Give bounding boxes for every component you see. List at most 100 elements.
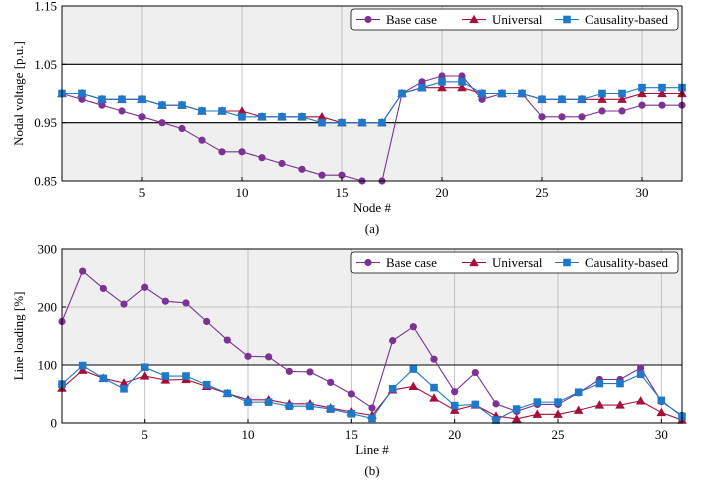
data-point xyxy=(388,384,397,393)
figure-caption: (a) xyxy=(365,221,379,236)
legend-label: Base case xyxy=(386,255,437,270)
data-point xyxy=(347,409,356,418)
data-point xyxy=(244,352,252,360)
legend-label: Universal xyxy=(492,255,543,270)
data-point xyxy=(285,402,294,410)
data-point xyxy=(511,414,522,423)
legend-marker xyxy=(469,14,479,24)
x-tick-label: 20 xyxy=(448,427,461,442)
data-point xyxy=(457,82,467,92)
data-point xyxy=(264,398,273,406)
data-point xyxy=(658,101,666,109)
data-point xyxy=(658,83,666,92)
data-point xyxy=(120,300,128,308)
data-point xyxy=(578,95,586,104)
data-point xyxy=(430,383,438,392)
x-tick-label: 10 xyxy=(236,185,249,200)
x-tick-label: 30 xyxy=(636,185,649,200)
data-point xyxy=(458,78,466,86)
data-point xyxy=(198,136,206,144)
x-tick-label: 20 xyxy=(436,185,449,200)
data-point xyxy=(458,72,466,80)
data-point xyxy=(118,107,126,115)
data-point xyxy=(618,89,626,98)
data-point xyxy=(451,388,459,396)
data-point xyxy=(615,400,625,409)
data-point xyxy=(202,380,211,389)
data-point xyxy=(182,372,190,380)
series-base-case xyxy=(58,267,686,420)
series-causality-based xyxy=(58,78,686,127)
y-tick-label: 300 xyxy=(38,242,58,257)
data-point xyxy=(338,118,346,127)
data-point xyxy=(338,171,346,179)
data-point xyxy=(636,370,645,379)
legend-box xyxy=(350,251,679,274)
data-point xyxy=(418,83,426,92)
x-tick-label: 15 xyxy=(345,427,358,442)
data-point xyxy=(140,363,149,372)
data-point xyxy=(657,88,667,98)
y-axis-label: Line loading [%] xyxy=(11,292,26,381)
data-point xyxy=(471,368,479,377)
data-point xyxy=(237,106,247,115)
data-point xyxy=(306,368,314,376)
data-point xyxy=(558,95,566,104)
data-point xyxy=(223,389,232,398)
data-point xyxy=(492,416,500,424)
y-tick-label: 0 xyxy=(51,416,58,431)
data-point xyxy=(317,112,327,121)
data-point xyxy=(298,113,306,121)
data-point xyxy=(178,101,186,109)
data-point xyxy=(471,400,480,409)
data-point xyxy=(218,107,226,115)
data-point xyxy=(656,407,667,417)
legend-marker xyxy=(469,257,479,267)
data-point xyxy=(298,165,306,173)
legend: Base case Universal Causality-based xyxy=(350,251,679,274)
data-point xyxy=(430,355,438,363)
data-point xyxy=(278,159,286,168)
data-point xyxy=(306,402,314,410)
data-point xyxy=(389,337,397,345)
legend-label: Causality-based xyxy=(585,12,669,27)
data-point xyxy=(161,372,170,380)
legend-label: Universal xyxy=(492,12,543,27)
data-point xyxy=(158,101,166,109)
data-point xyxy=(637,364,645,372)
data-point xyxy=(285,367,293,375)
data-point xyxy=(598,107,606,115)
x-tick-label: 30 xyxy=(655,427,668,442)
data-point xyxy=(139,371,150,380)
data-point xyxy=(617,94,627,103)
data-point xyxy=(638,101,646,109)
data-point xyxy=(518,89,526,98)
data-point xyxy=(99,284,107,293)
data-point xyxy=(368,404,376,412)
data-point xyxy=(532,409,543,418)
data-point xyxy=(258,154,266,162)
series-line xyxy=(62,87,682,124)
y-tick-label: 0.95 xyxy=(34,115,57,130)
data-point xyxy=(635,396,646,405)
data-point xyxy=(138,113,146,121)
data-point xyxy=(182,299,190,307)
data-point xyxy=(558,113,566,121)
y-tick-label: 200 xyxy=(38,300,58,315)
x-tick-label: 5 xyxy=(139,185,146,200)
data-point xyxy=(438,72,446,80)
data-point xyxy=(158,119,166,127)
data-point xyxy=(638,83,646,92)
data-point xyxy=(78,89,86,98)
data-point xyxy=(161,297,169,305)
figure-caption: (b) xyxy=(364,463,379,478)
legend: Base case Universal Causality-based xyxy=(350,8,679,31)
plot-frame xyxy=(61,5,683,182)
legend-marker xyxy=(563,258,571,267)
data-point xyxy=(378,118,386,127)
data-point xyxy=(573,405,584,414)
data-point xyxy=(118,95,126,104)
data-point xyxy=(244,398,252,406)
data-point xyxy=(120,384,128,393)
